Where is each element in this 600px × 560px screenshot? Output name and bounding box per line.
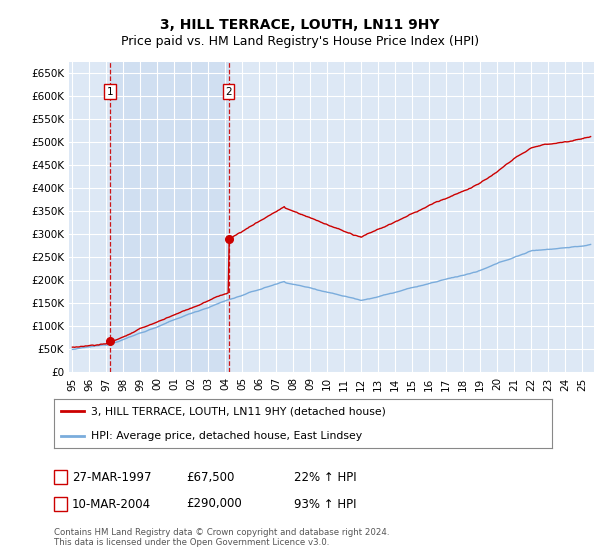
Text: 3, HILL TERRACE, LOUTH, LN11 9HY: 3, HILL TERRACE, LOUTH, LN11 9HY [160,18,440,32]
Text: Contains HM Land Registry data © Crown copyright and database right 2024.
This d: Contains HM Land Registry data © Crown c… [54,528,389,547]
Text: 10-MAR-2004: 10-MAR-2004 [72,497,151,511]
Text: 2: 2 [225,87,232,96]
Text: £67,500: £67,500 [186,470,235,484]
Text: HPI: Average price, detached house, East Lindsey: HPI: Average price, detached house, East… [91,431,362,441]
Text: 2: 2 [57,499,64,509]
Text: £290,000: £290,000 [186,497,242,511]
Text: 3, HILL TERRACE, LOUTH, LN11 9HY (detached house): 3, HILL TERRACE, LOUTH, LN11 9HY (detach… [91,406,386,416]
Text: 1: 1 [107,87,113,96]
Text: Price paid vs. HM Land Registry's House Price Index (HPI): Price paid vs. HM Land Registry's House … [121,35,479,49]
Text: 1: 1 [57,472,64,482]
Text: 22% ↑ HPI: 22% ↑ HPI [294,470,356,484]
Text: 27-MAR-1997: 27-MAR-1997 [72,470,151,484]
Text: 93% ↑ HPI: 93% ↑ HPI [294,497,356,511]
Bar [110,62,229,372]
